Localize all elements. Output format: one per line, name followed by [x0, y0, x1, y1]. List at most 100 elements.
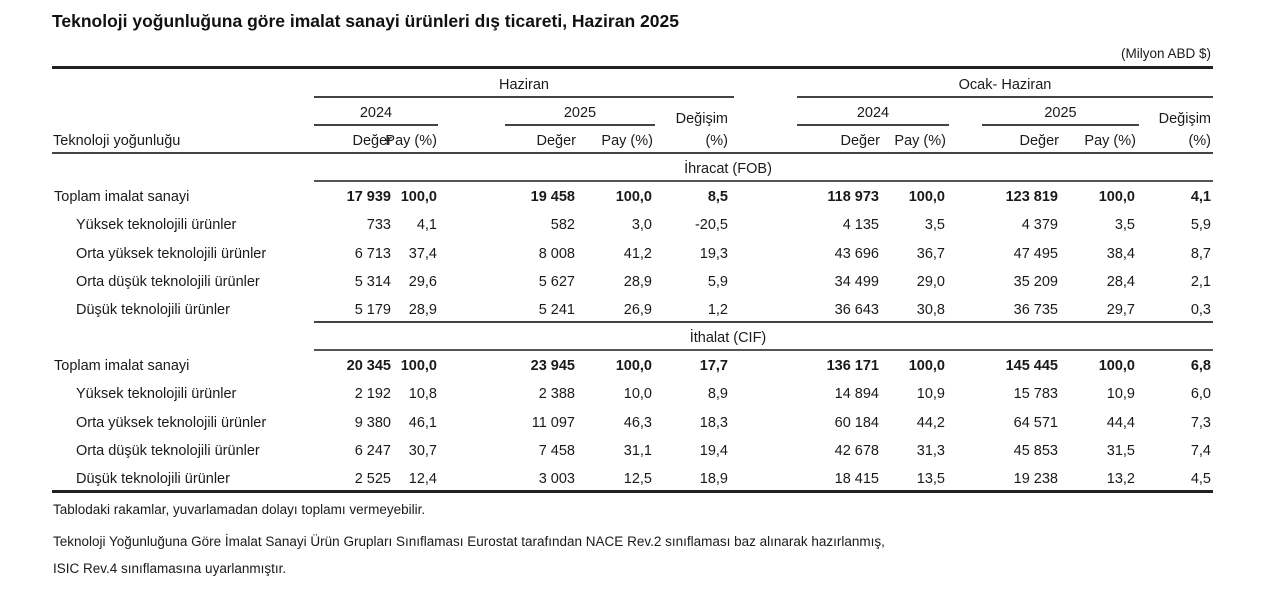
table-cell: 5 241	[538, 302, 575, 319]
table-cell: 2 192	[354, 386, 391, 403]
change-header-cumulative-l2: (%)	[1188, 133, 1211, 149]
table-cell: 15 783	[1013, 386, 1058, 403]
table-cell: 145 445	[1005, 358, 1058, 374]
table-cell: 42 678	[834, 442, 879, 459]
row-label: Yüksek teknolojili ürünler	[76, 386, 237, 403]
footnote: ISIC Rev.4 sınıflamasına uyarlanmıştır.	[53, 561, 287, 576]
table-cell: 14 894	[834, 386, 879, 403]
table-cell: 26,9	[623, 302, 652, 319]
table-cell: 46,3	[623, 414, 652, 431]
table-cell: 100,0	[908, 189, 945, 205]
table-cell: 100,0	[908, 358, 945, 374]
table-cell: 100,0	[615, 358, 652, 374]
table-cell: 23 945	[530, 358, 575, 374]
section-rule	[314, 349, 1213, 351]
table-cell: 28,4	[1106, 273, 1135, 290]
table-cell: 7,4	[1190, 442, 1211, 459]
table-cell: 10,8	[408, 386, 437, 403]
table-cell: 19,4	[699, 442, 728, 459]
table-cell: 28,9	[623, 273, 652, 290]
table-cell: 100,0	[400, 358, 437, 374]
change-header-monthly-l2: (%)	[705, 133, 728, 149]
table-cell: 46,1	[408, 414, 437, 431]
table-cell: 45 853	[1013, 442, 1058, 459]
table-cell: 100,0	[615, 189, 652, 205]
table-cell: 28,9	[408, 302, 437, 319]
row-label: Düşük teknolojili ürünler	[76, 302, 230, 319]
period-rule-monthly	[314, 96, 734, 98]
table-cell: 100,0	[400, 189, 437, 205]
table-cell: 38,4	[1106, 245, 1135, 262]
col-header-value: Değer	[536, 133, 577, 149]
table-cell: 136 171	[826, 358, 879, 374]
table-cell: 5,9	[707, 273, 728, 290]
table-cell: 9 380	[354, 414, 391, 431]
footnote: Teknoloji Yoğunluğuna Göre İmalat Sanayi…	[53, 534, 885, 549]
table-cell: 2 388	[538, 386, 575, 403]
table-cell: 6 713	[354, 245, 391, 262]
section-title: İthalat (CIF)	[689, 330, 767, 346]
table-cell: 1,2	[707, 302, 728, 319]
table-cell: 36,7	[916, 245, 945, 262]
table-cell: 31,3	[916, 442, 945, 459]
table-cell: 4,1	[1190, 189, 1211, 205]
table-cell: 100,0	[1098, 189, 1135, 205]
col-header-value: Değer	[352, 133, 393, 149]
table-cell: 19 458	[530, 189, 575, 205]
table-cell: 4,1	[416, 217, 437, 234]
table-cell: 8,5	[707, 189, 728, 205]
row-label-total: Toplam imalat sanayi	[54, 358, 190, 374]
table-cell: 0,3	[1190, 302, 1211, 319]
table-cell: 31,5	[1106, 442, 1135, 459]
table-cell: 2 525	[354, 471, 391, 488]
table-top-rule	[52, 66, 1213, 69]
table-cell: 2,1	[1190, 273, 1211, 290]
table-cell: 4 135	[842, 217, 879, 234]
table-cell: 5 314	[354, 273, 391, 290]
change-header-cumulative-l1: Değişim	[1158, 111, 1211, 127]
year-header-monthly-curr: 2025	[563, 105, 597, 121]
table-cell: 12,4	[408, 471, 437, 488]
table-cell: 118 973	[827, 189, 879, 205]
table-cell: 4 379	[1021, 217, 1058, 234]
table-cell: 6,0	[1190, 386, 1211, 403]
table-cell: 18,3	[699, 414, 728, 431]
table-cell: 18,9	[699, 471, 728, 488]
footnote: Tablodaki rakamlar, yuvarlamadan dolayı …	[53, 502, 426, 517]
table-cell: 34 499	[834, 273, 879, 290]
table-cell: 8,7	[1190, 245, 1211, 262]
row-label-header: Teknoloji yoğunluğu	[53, 133, 181, 149]
table-cell: 36 643	[834, 302, 879, 319]
table-cell: 29,6	[408, 273, 437, 290]
table-cell: 30,8	[916, 302, 945, 319]
year-rule-monthly-prev	[314, 124, 438, 126]
row-label-total: Toplam imalat sanayi	[54, 189, 190, 205]
unit-label: (Milyon ABD $)	[1120, 46, 1211, 61]
table-cell: 5,9	[1190, 217, 1211, 234]
table-cell: 13,2	[1106, 471, 1135, 488]
table-cell: 18 415	[834, 471, 879, 488]
table-cell: 12,5	[623, 471, 652, 488]
table-cell: 37,4	[408, 245, 437, 262]
header-bottom-rule	[52, 152, 1213, 154]
row-label: Düşük teknolojili ürünler	[76, 471, 230, 488]
row-label: Orta düşük teknolojili ürünler	[76, 273, 260, 290]
table-cell: 7,3	[1190, 414, 1211, 431]
change-header-monthly-l1: Değişim	[675, 111, 728, 127]
page-title: Teknoloji yoğunluğuna göre imalat sanayi…	[52, 11, 679, 31]
table-cell: 4,5	[1190, 471, 1211, 488]
year-header-cumulative-curr: 2025	[1044, 105, 1077, 121]
table-cell: 11 097	[531, 414, 575, 431]
table-cell: 17,7	[699, 358, 728, 374]
table-cell: 20 345	[346, 358, 391, 374]
table-cell: 44,4	[1106, 414, 1135, 431]
row-label: Orta yüksek teknolojili ürünler	[76, 414, 267, 431]
table-cell: 43 696	[834, 245, 879, 262]
period-rule-cumulative	[797, 96, 1213, 98]
section-end-rule	[314, 321, 1213, 323]
table-cell: 35 209	[1013, 273, 1058, 290]
col-header-share: Pay (%)	[385, 133, 437, 149]
table-cell: 3,0	[631, 217, 652, 234]
table-cell: 44,2	[916, 414, 945, 431]
table-cell: 8,9	[707, 386, 728, 403]
